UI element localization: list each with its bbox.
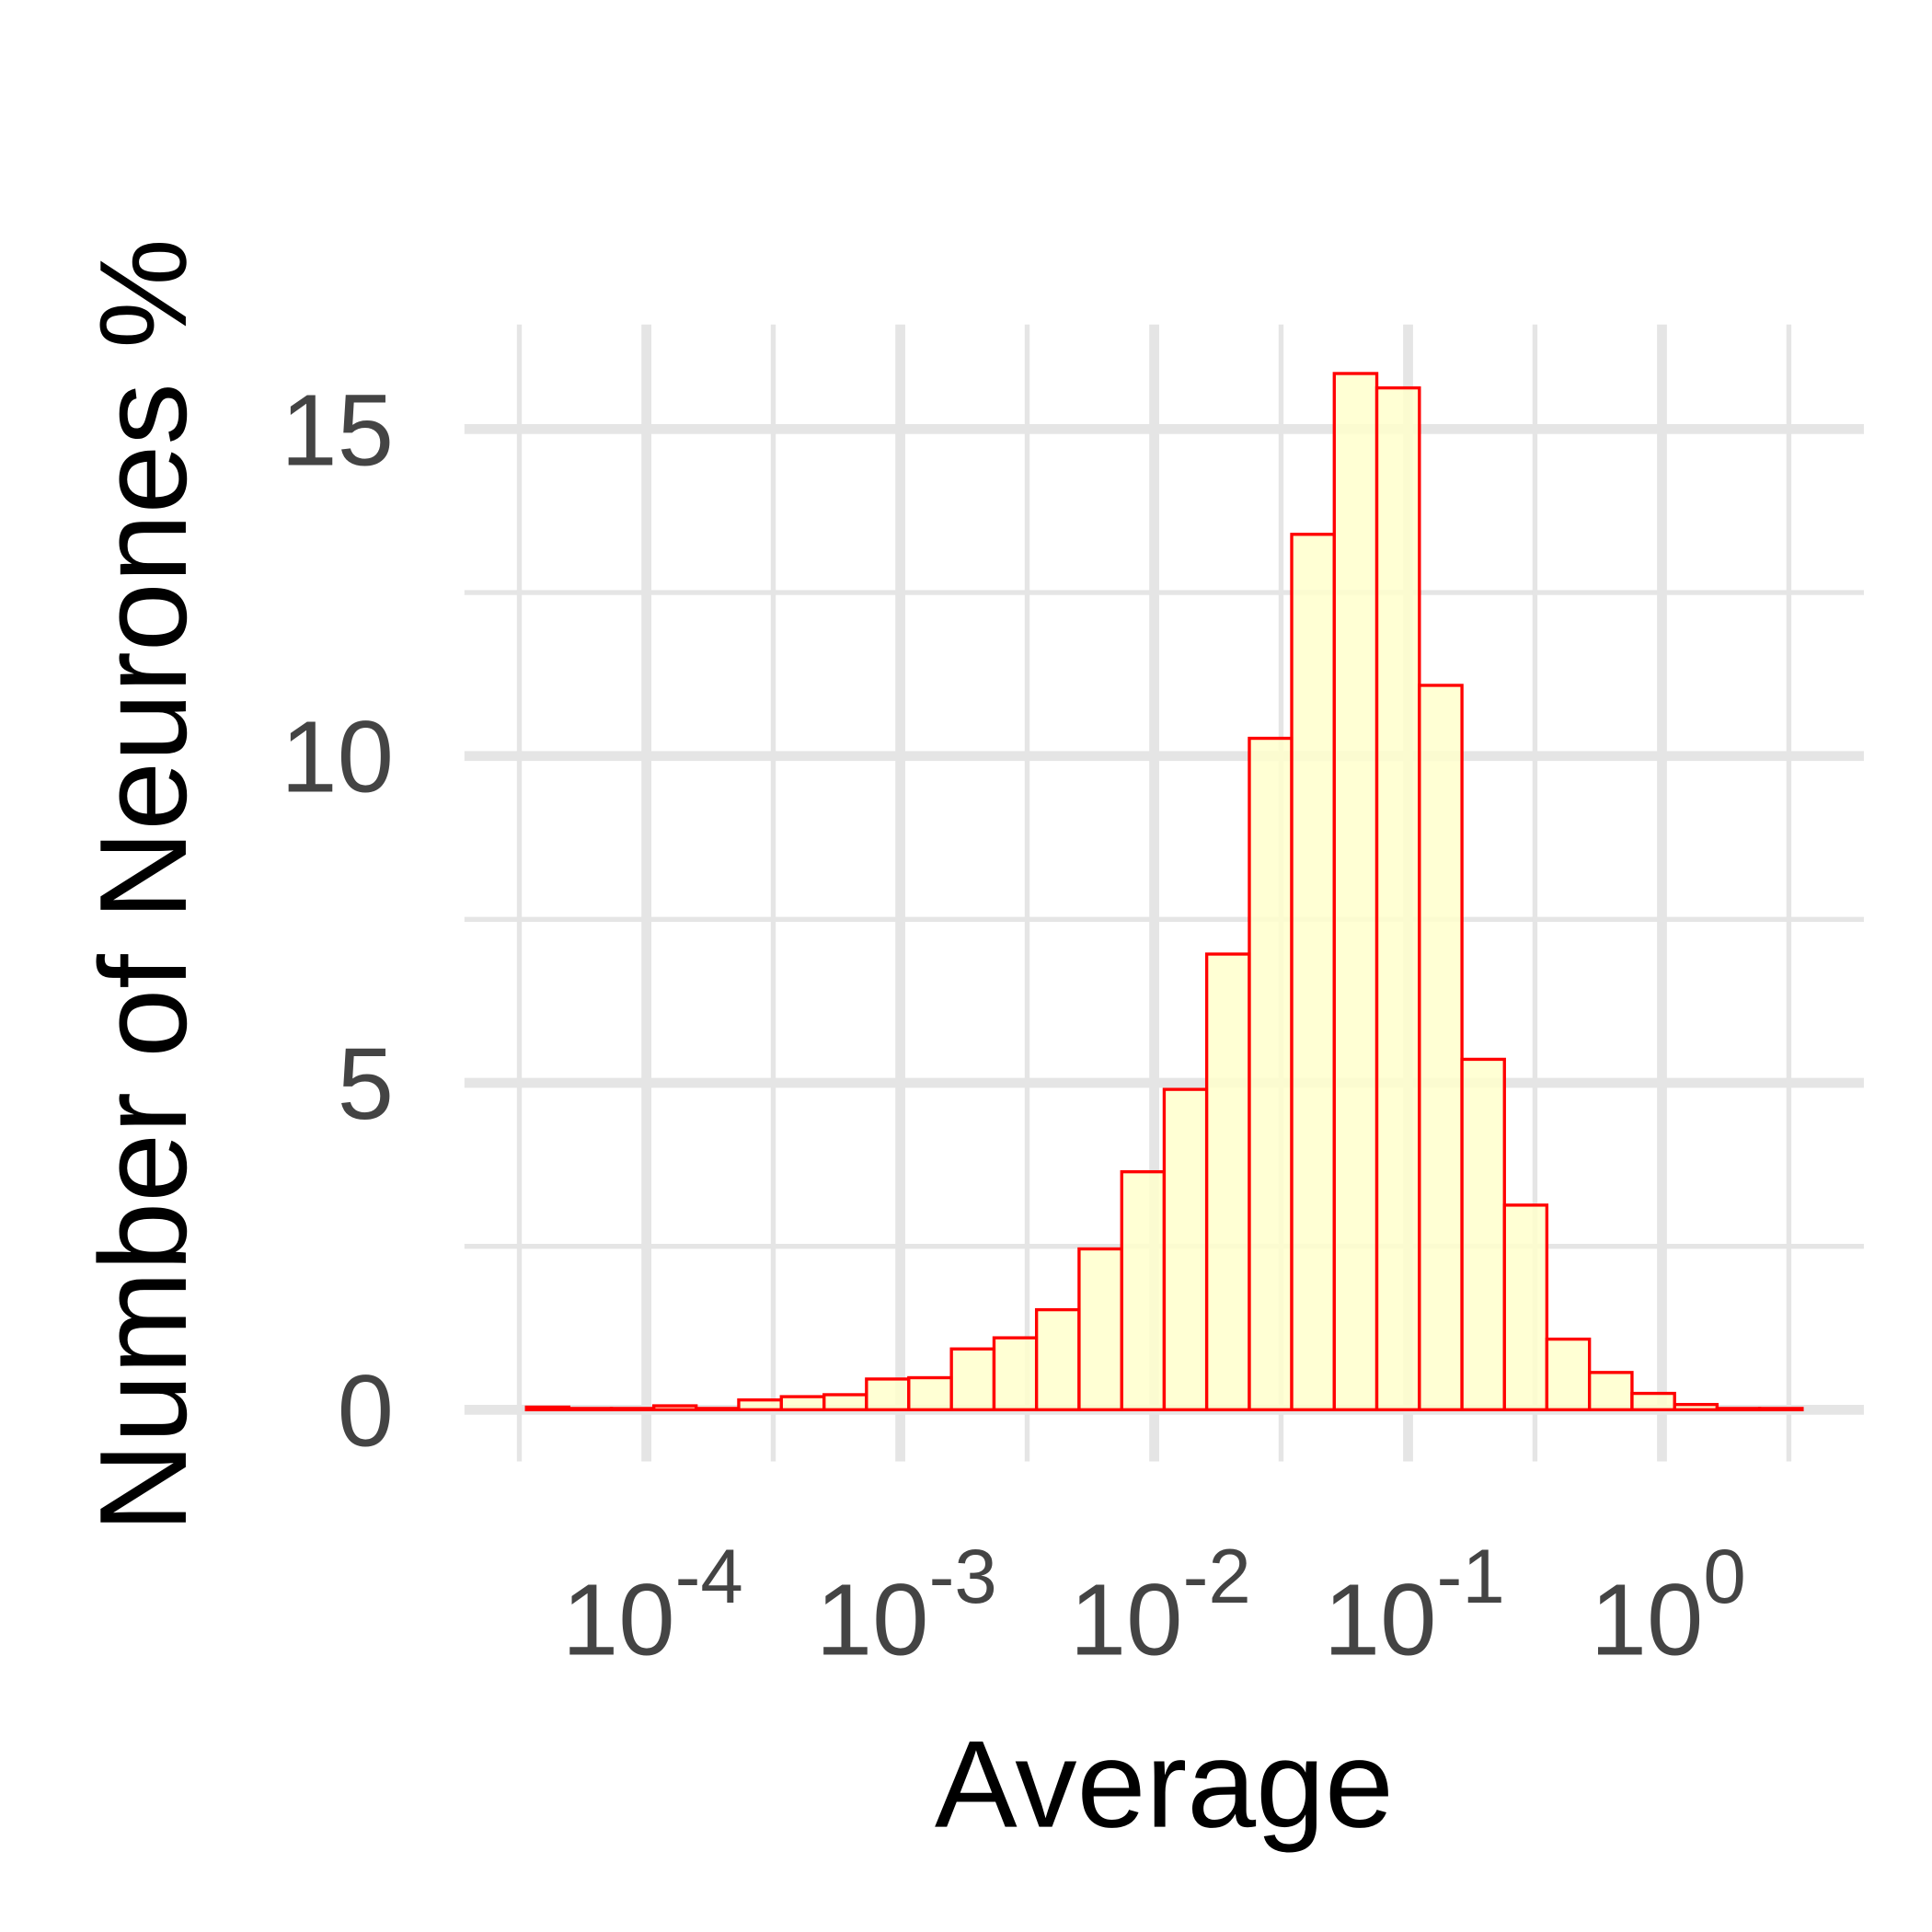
bar	[1502, 1203, 1549, 1412]
bar	[907, 1375, 953, 1412]
bar	[1587, 1371, 1634, 1412]
x-tick-base: 10	[562, 1563, 675, 1676]
bar	[1673, 1402, 1719, 1412]
bar	[1248, 736, 1294, 1412]
x-tick-exponent: -1	[1437, 1533, 1505, 1619]
x-tick-base: 10	[1070, 1563, 1183, 1676]
x-tick-exponent: -4	[675, 1533, 743, 1619]
x-tick-label: 10-2	[1070, 1533, 1251, 1677]
x-tick-label: 10-3	[816, 1533, 997, 1677]
bar	[949, 1347, 996, 1412]
x-tick-exponent: 0	[1703, 1533, 1745, 1619]
bar	[1162, 1087, 1209, 1412]
x-tick-base: 10	[1324, 1563, 1437, 1676]
bar	[1290, 533, 1336, 1412]
y-axis-title: Number of Neurones %	[74, 238, 213, 1533]
y-tick-label: 10	[281, 701, 394, 814]
bar	[1077, 1247, 1123, 1412]
bar	[992, 1336, 1039, 1412]
x-tick-base: 10	[1591, 1563, 1704, 1676]
bar	[1204, 952, 1251, 1412]
bar	[1332, 372, 1379, 1412]
bar	[1374, 385, 1421, 1412]
x-tick-label: 10-1	[1324, 1533, 1505, 1677]
bar	[1545, 1337, 1592, 1412]
bar	[779, 1395, 826, 1412]
bar	[1460, 1057, 1506, 1412]
bar	[1034, 1307, 1081, 1412]
bar	[737, 1397, 783, 1412]
x-tick-exponent: -2	[1183, 1533, 1251, 1619]
y-tick-label: 15	[281, 374, 394, 487]
bar	[1120, 1169, 1167, 1412]
bar	[652, 1404, 698, 1412]
bar	[865, 1377, 911, 1412]
bar	[822, 1393, 868, 1412]
bar	[1630, 1391, 1676, 1412]
x-tick-label: 10-4	[562, 1533, 743, 1677]
y-tick-label: 5	[338, 1028, 394, 1141]
x-tick-exponent: -3	[929, 1533, 997, 1619]
x-axis-title: Average	[935, 1715, 1394, 1854]
bar	[524, 1405, 571, 1412]
bar	[1418, 684, 1464, 1412]
x-tick-label: 100	[1591, 1533, 1746, 1677]
x-tick-base: 10	[816, 1563, 929, 1676]
y-tick-label: 0	[338, 1354, 394, 1467]
